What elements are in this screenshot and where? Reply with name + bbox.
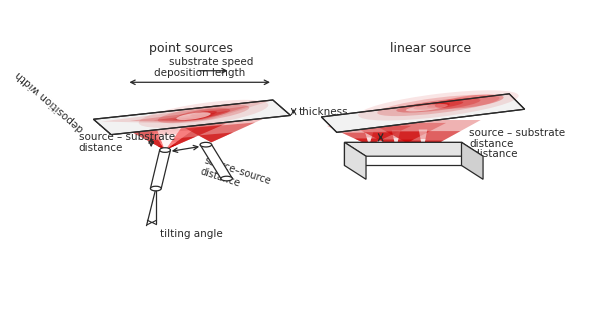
Ellipse shape	[406, 104, 448, 111]
Ellipse shape	[377, 95, 500, 116]
Polygon shape	[186, 123, 255, 142]
Ellipse shape	[200, 142, 212, 147]
Ellipse shape	[176, 112, 211, 120]
Ellipse shape	[435, 94, 503, 109]
Ellipse shape	[358, 90, 518, 121]
Polygon shape	[394, 138, 398, 148]
Polygon shape	[130, 106, 250, 122]
Text: linear source: linear source	[390, 42, 471, 55]
Text: source – substrate
distance: source – substrate distance	[469, 128, 565, 149]
Ellipse shape	[158, 104, 250, 123]
Text: tilting angle: tilting angle	[160, 228, 223, 239]
Ellipse shape	[397, 98, 481, 113]
Polygon shape	[94, 100, 290, 135]
Polygon shape	[172, 115, 215, 120]
Polygon shape	[461, 142, 483, 179]
Text: deposition length: deposition length	[154, 68, 245, 78]
Polygon shape	[101, 100, 273, 123]
Polygon shape	[115, 112, 254, 150]
Polygon shape	[419, 130, 427, 152]
Polygon shape	[379, 140, 413, 148]
Polygon shape	[158, 144, 178, 150]
Polygon shape	[154, 118, 188, 150]
Polygon shape	[159, 134, 176, 150]
Polygon shape	[346, 123, 446, 148]
Polygon shape	[133, 125, 223, 150]
Text: nozzles distance: nozzles distance	[431, 149, 517, 159]
Ellipse shape	[427, 103, 450, 108]
Polygon shape	[344, 142, 461, 165]
Polygon shape	[200, 145, 232, 179]
Polygon shape	[365, 120, 481, 152]
Polygon shape	[344, 142, 483, 156]
Polygon shape	[199, 132, 233, 142]
Ellipse shape	[160, 148, 170, 152]
Text: deposition width: deposition width	[14, 69, 86, 134]
Polygon shape	[148, 137, 196, 150]
Polygon shape	[367, 138, 371, 145]
Ellipse shape	[190, 111, 217, 117]
Polygon shape	[421, 139, 425, 152]
Polygon shape	[154, 130, 193, 150]
Polygon shape	[364, 132, 428, 148]
Ellipse shape	[139, 100, 268, 128]
Polygon shape	[341, 132, 397, 145]
Text: substrate speed: substrate speed	[169, 57, 253, 67]
Polygon shape	[365, 132, 373, 145]
Polygon shape	[385, 131, 461, 152]
Polygon shape	[146, 117, 211, 150]
Polygon shape	[415, 147, 431, 152]
Polygon shape	[363, 142, 376, 145]
Text: point sources: point sources	[149, 42, 232, 55]
Text: thickness: thickness	[298, 107, 348, 116]
Polygon shape	[403, 140, 443, 152]
Polygon shape	[322, 94, 524, 132]
Polygon shape	[153, 111, 230, 121]
Text: source – substrate
distance: source – substrate distance	[79, 132, 175, 153]
Ellipse shape	[151, 186, 161, 191]
Polygon shape	[151, 150, 170, 188]
Polygon shape	[392, 131, 400, 148]
Polygon shape	[169, 109, 284, 142]
Text: source–source
distance: source–source distance	[199, 156, 272, 197]
Polygon shape	[354, 139, 384, 145]
Ellipse shape	[177, 108, 230, 119]
Polygon shape	[344, 142, 366, 179]
Polygon shape	[389, 145, 404, 148]
Polygon shape	[160, 142, 176, 150]
Ellipse shape	[221, 176, 232, 181]
Ellipse shape	[413, 101, 463, 110]
Polygon shape	[327, 126, 412, 145]
